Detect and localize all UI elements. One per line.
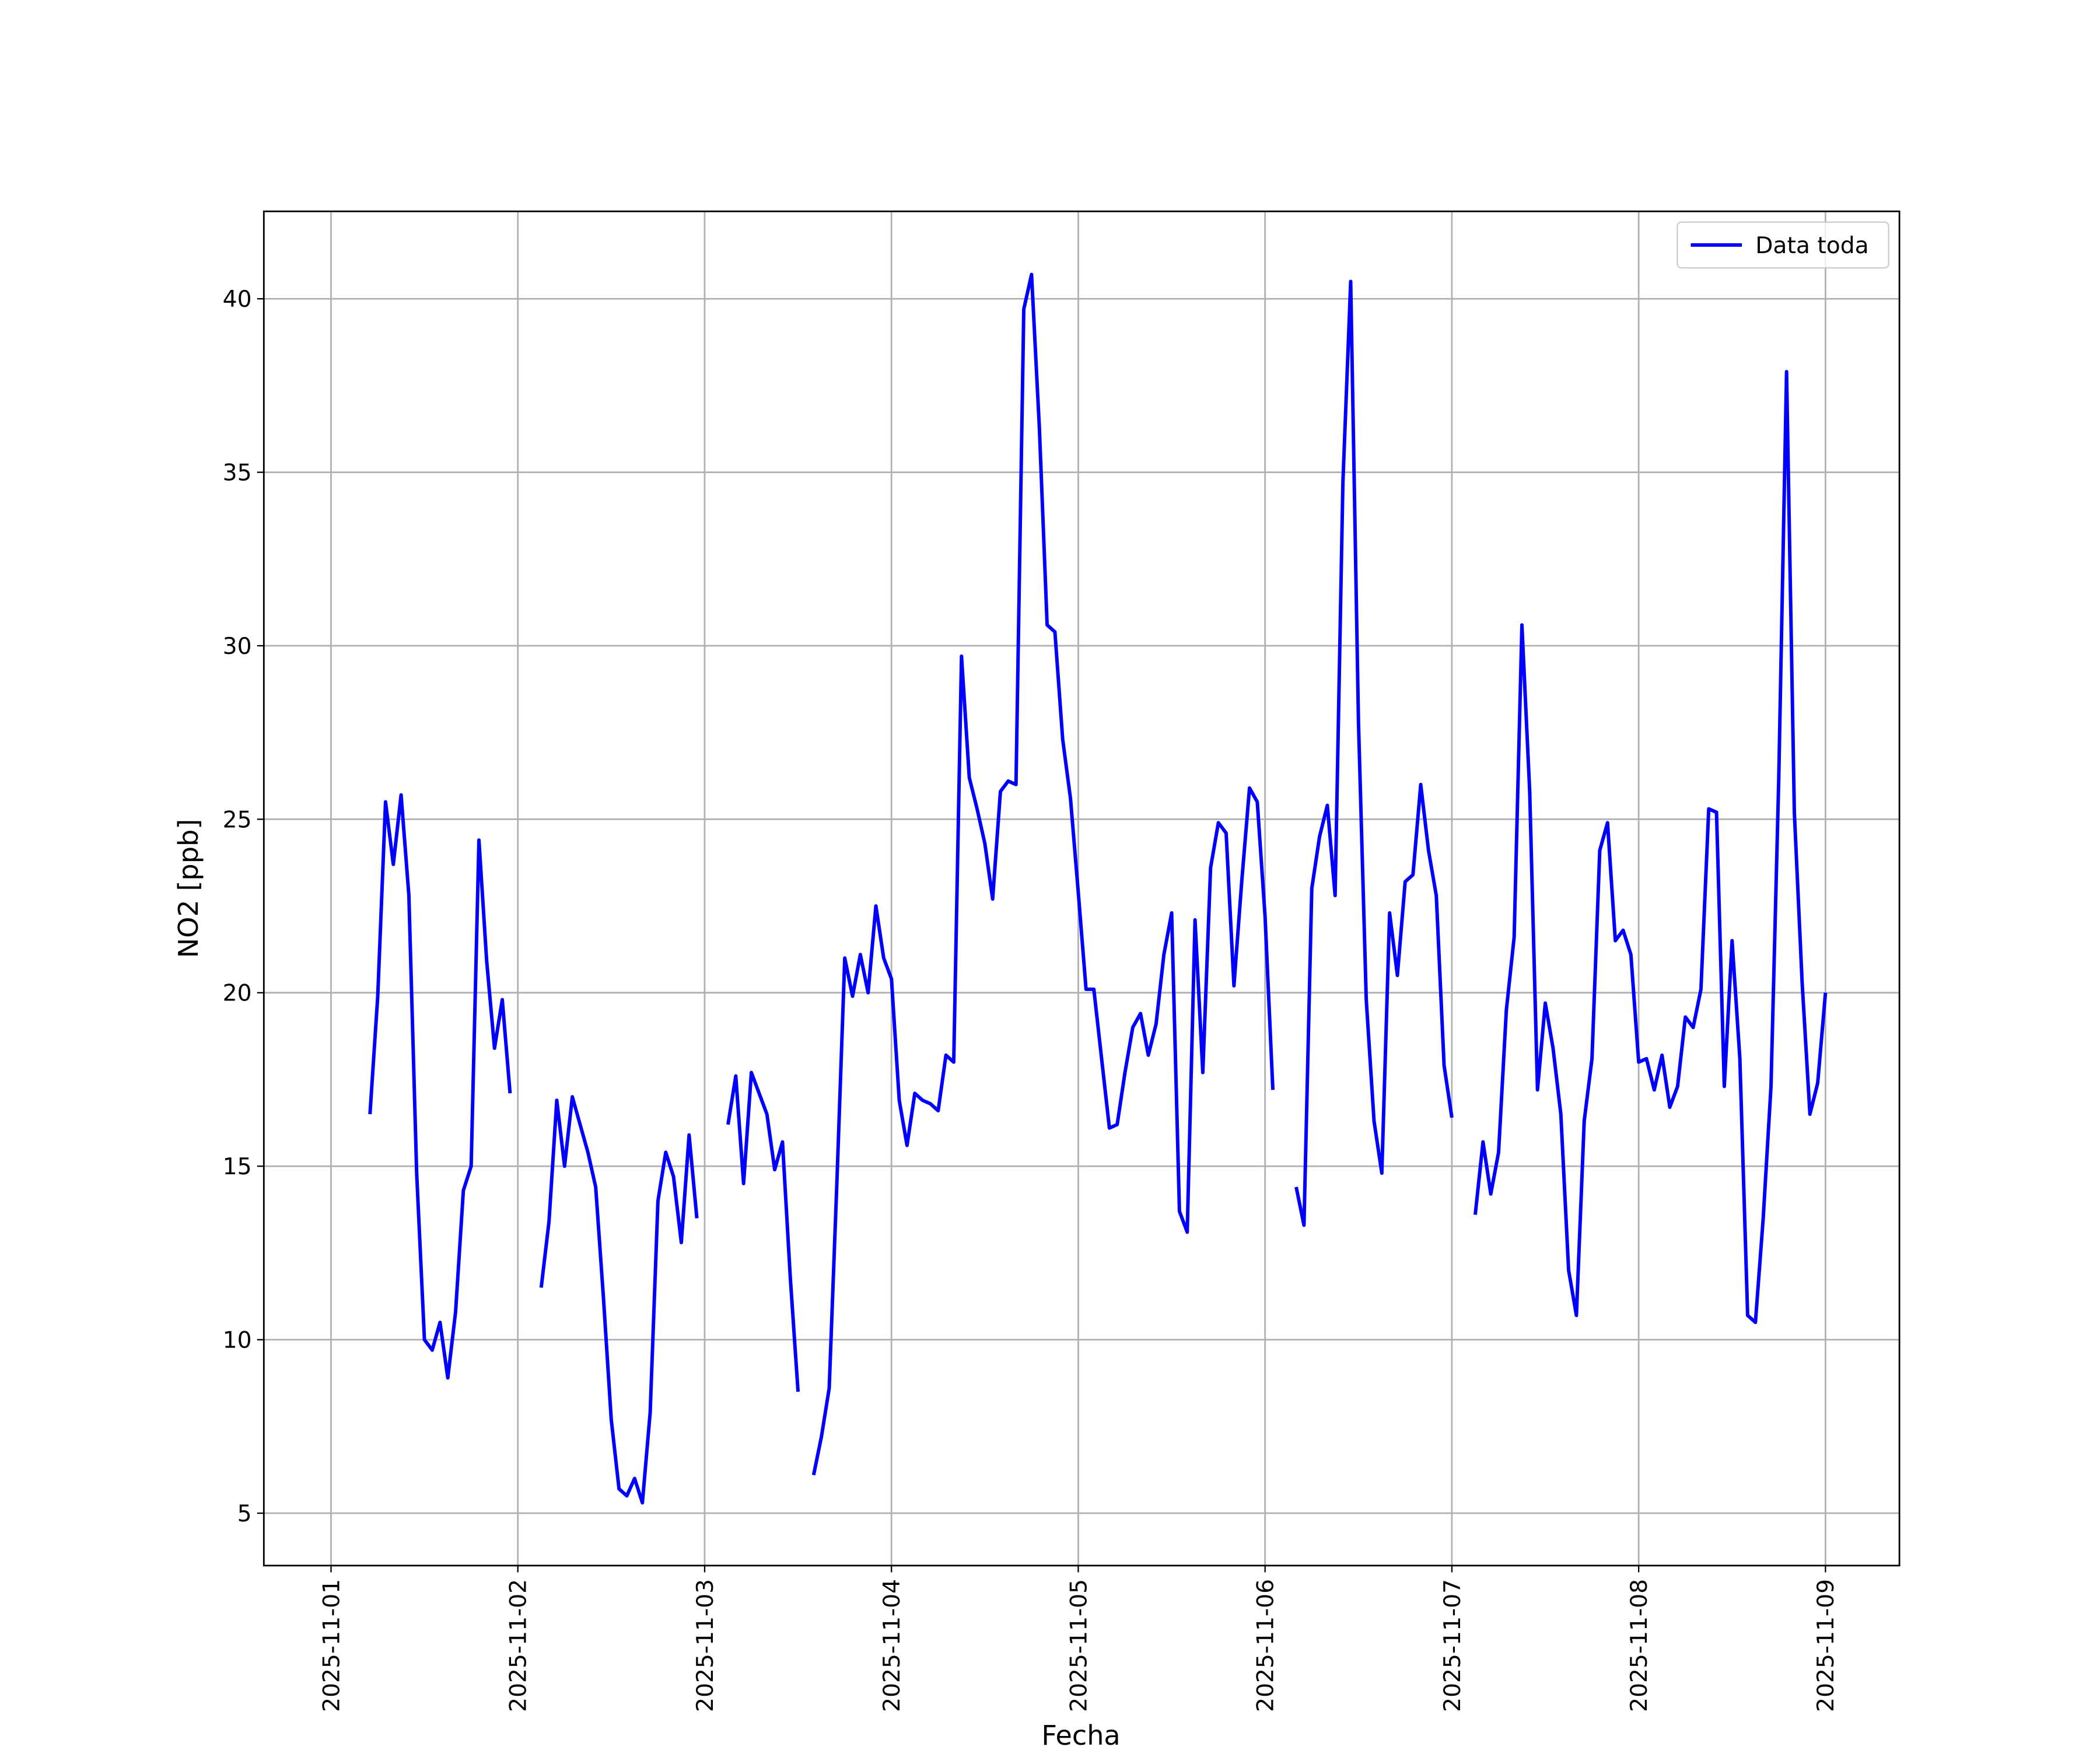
data-line	[368, 272, 1828, 1505]
y-tick-label: 30	[223, 634, 252, 660]
y-tick-label: 10	[223, 1327, 252, 1353]
grid	[264, 211, 1900, 1566]
y-tick-label: 35	[223, 460, 252, 486]
y-tick-label: 20	[223, 981, 252, 1007]
x-axis-label: Fecha	[1041, 1720, 1120, 1750]
y-tick-label: 25	[223, 807, 252, 833]
legend-label: Data toda	[1755, 233, 1868, 259]
x-tick-label: 2025-11-05	[1066, 1579, 1092, 1712]
x-tick-label: 2025-11-03	[692, 1579, 719, 1712]
y-tick-label: 5	[237, 1501, 252, 1527]
x-tick-label: 2025-11-04	[879, 1579, 905, 1712]
x-tick-label: 2025-11-01	[318, 1579, 345, 1712]
y-tick-label: 15	[223, 1154, 252, 1180]
x-tick-label: 2025-11-09	[1813, 1579, 1839, 1712]
x-tick-label: 2025-11-07	[1440, 1579, 1466, 1712]
x-tick-label: 2025-11-02	[506, 1579, 532, 1712]
legend: Data toda	[1676, 221, 1889, 269]
plot-frame	[262, 210, 1901, 1567]
y-tick-label: 40	[223, 286, 252, 313]
y-axis-label: NO2 [ppb]	[173, 819, 204, 958]
x-tick-label: 2025-11-08	[1626, 1579, 1653, 1712]
x-tick-label: 2025-11-06	[1253, 1579, 1279, 1712]
legend-box	[1676, 221, 1889, 269]
